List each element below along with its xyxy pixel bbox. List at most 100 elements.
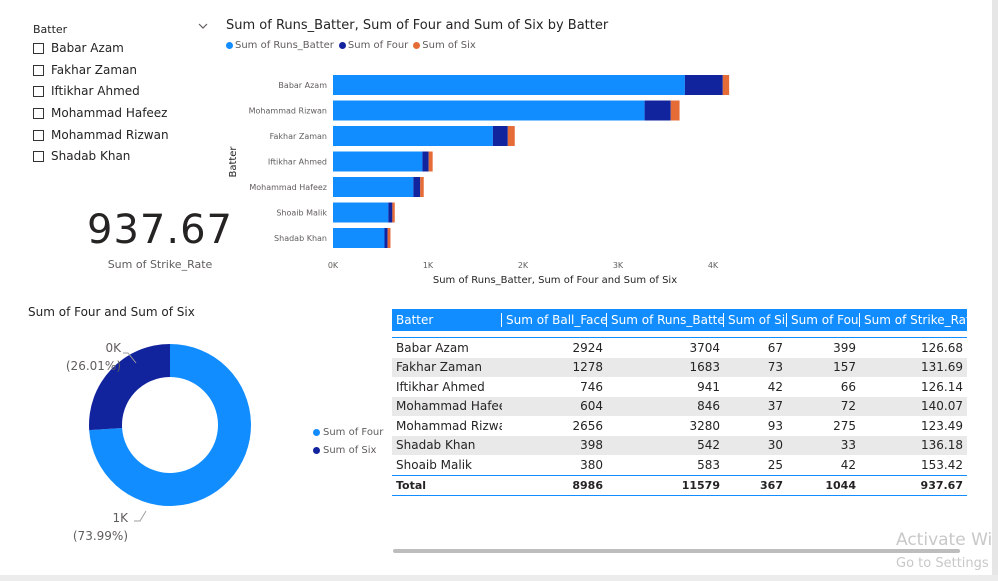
table-cell: 367 xyxy=(760,478,783,492)
table-cell: 126.68 xyxy=(921,340,963,355)
column-header[interactable]: Sum of Strike_Rate xyxy=(864,313,967,327)
checkbox[interactable] xyxy=(33,150,44,162)
column-header[interactable]: Sum of Four xyxy=(787,313,860,327)
table-row[interactable]: Shoaib Malik 380 583 25 42 153.42 xyxy=(392,455,967,475)
slicer-item-mohammad-rizwan[interactable]: Mohammad Rizwan xyxy=(33,125,169,145)
chevron-down-icon[interactable] xyxy=(197,20,209,32)
bar-chart-legend: Sum of Runs_Batter Sum of Four Sum of Si… xyxy=(226,40,481,51)
data-table: Batter Sum of Ball_Faced Sum of Runs_Bat… xyxy=(392,309,967,496)
x-tick-label: 0K xyxy=(328,261,339,270)
slicer-item-iftikhar-ahmed[interactable]: Iftikhar Ahmed xyxy=(33,81,140,101)
column-header[interactable]: Sum of Six xyxy=(724,313,787,327)
batter-slicer: Batter Babar Azam Fakhar Zaman Iftikhar … xyxy=(33,20,213,163)
bar-segment xyxy=(422,151,429,172)
bar-segment xyxy=(333,100,645,121)
bar-segment xyxy=(333,75,685,95)
column-header[interactable]: Sum of Runs_Batter xyxy=(607,313,724,327)
leader-line xyxy=(123,352,137,364)
legend-dot xyxy=(313,446,320,454)
checkbox[interactable] xyxy=(33,107,44,119)
table-cell: 399 xyxy=(833,340,856,355)
table-row[interactable]: Mohammad Hafeez 604 846 37 72 140.07 xyxy=(392,396,967,416)
column-header[interactable]: Sum of Ball_Faced xyxy=(502,313,607,327)
table-cell: Mohammad Hafeez xyxy=(396,399,502,414)
x-tick-label: 2K xyxy=(518,261,529,270)
table-cell: 583 xyxy=(697,457,720,472)
legend-item-runs[interactable]: Sum of Runs_Batter xyxy=(226,40,334,51)
leader-line xyxy=(134,510,147,522)
legend-dot xyxy=(313,428,320,436)
checkbox[interactable] xyxy=(33,129,44,141)
legend-dot xyxy=(413,42,421,49)
bar-chart: Babar Azam Mohammad Rizwan Fakhar Zaman Ift… xyxy=(228,75,730,286)
table-cell: 42 xyxy=(767,379,783,394)
canvas-border xyxy=(992,0,998,581)
table-row[interactable]: Iftikhar Ahmed 746 941 42 66 126.14 xyxy=(392,377,967,397)
table-cell: 42 xyxy=(840,457,856,472)
table-cell: 275 xyxy=(833,418,856,433)
kpi-value: 937.67 xyxy=(87,207,233,253)
table-cell: 72 xyxy=(840,399,856,414)
donut-slice xyxy=(89,344,251,506)
table-cell: Iftikhar Ahmed xyxy=(396,379,485,394)
legend-item-four[interactable]: Sum of Four xyxy=(313,423,383,441)
table-cell: 11579 xyxy=(681,478,720,492)
kpi-card: 937.67 Sum of Strike_Rate xyxy=(70,205,250,271)
bar-segment xyxy=(684,75,723,95)
table-cell: 542 xyxy=(697,438,720,453)
donut-label-percent: (26.01%) xyxy=(66,359,121,373)
legend-dot xyxy=(226,42,233,49)
slicer-item-mohammad-hafeez[interactable]: Mohammad Hafeez xyxy=(33,103,167,123)
table-row[interactable]: Fakhar Zaman 1278 1683 73 157 131.69 xyxy=(392,357,967,377)
donut-chart: 0K (26.01%) 1K (73.99%) xyxy=(66,341,251,543)
bar-segment xyxy=(507,126,515,146)
table-row[interactable]: Shadab Khan 398 542 30 33 136.18 xyxy=(392,435,967,455)
slicer-item-fakhar-zaman[interactable]: Fakhar Zaman xyxy=(33,60,137,80)
slicer-item-babar-azam[interactable]: Babar Azam xyxy=(33,38,124,58)
y-tick-label: Mohammad Hafeez xyxy=(249,183,327,192)
bar-segment xyxy=(333,151,423,172)
table-cell: 30 xyxy=(767,438,783,453)
table-cell: 67 xyxy=(767,340,783,355)
y-tick-label: Shoaib Malik xyxy=(276,209,327,218)
bar-segment xyxy=(428,151,433,172)
bar-segment xyxy=(384,228,388,248)
checkbox[interactable] xyxy=(33,64,44,76)
bar-segment xyxy=(644,100,671,121)
table-cell: 941 xyxy=(697,379,720,394)
bar-segment xyxy=(388,202,393,223)
checkbox[interactable] xyxy=(33,85,44,97)
slicer-item-shadab-khan[interactable]: Shadab Khan xyxy=(33,146,130,166)
y-tick-label: Fakhar Zaman xyxy=(270,132,327,141)
legend-item-six[interactable]: Sum of Six xyxy=(413,40,476,51)
table-cell: Fakhar Zaman xyxy=(396,360,483,375)
bar-segment xyxy=(420,177,424,197)
legend-dot xyxy=(338,42,346,49)
bar-segment xyxy=(392,202,395,223)
slicer-title: Batter xyxy=(33,23,68,36)
bar-segment xyxy=(413,177,421,197)
bar-segment xyxy=(492,126,508,146)
slicer-item-label: Babar Azam xyxy=(51,41,124,55)
bar-segment xyxy=(333,177,414,197)
y-axis-title: Batter xyxy=(228,146,239,178)
horizontal-scrollbar[interactable] xyxy=(393,549,960,553)
table-cell: 131.69 xyxy=(921,360,963,375)
table-row[interactable]: Mohammad Rizwan 2656 3280 93 275 123.49 xyxy=(392,416,967,436)
table-cell: 37 xyxy=(767,399,783,414)
legend-item-six[interactable]: Sum of Six xyxy=(313,441,383,459)
table-cell: 157 xyxy=(833,360,856,375)
legend-item-four[interactable]: Sum of Four xyxy=(338,40,409,51)
table-cell: 937.67 xyxy=(920,478,963,492)
legend-label: Sum of Four xyxy=(347,40,409,51)
column-header[interactable]: Batter xyxy=(392,313,502,327)
table-cell: 1278 xyxy=(572,360,603,375)
checkbox[interactable] xyxy=(33,42,44,54)
donut-chart-title: Sum of Four and Sum of Six xyxy=(28,305,195,319)
table-row[interactable]: Babar Azam 2924 3704 67 399 126.68 xyxy=(392,338,967,358)
table-cell: 33 xyxy=(840,438,856,453)
slicer-header: Batter xyxy=(33,20,213,38)
table-cell: 2656 xyxy=(572,418,603,433)
bar-segment xyxy=(333,126,493,146)
slicer-item-label: Shadab Khan xyxy=(51,149,131,163)
